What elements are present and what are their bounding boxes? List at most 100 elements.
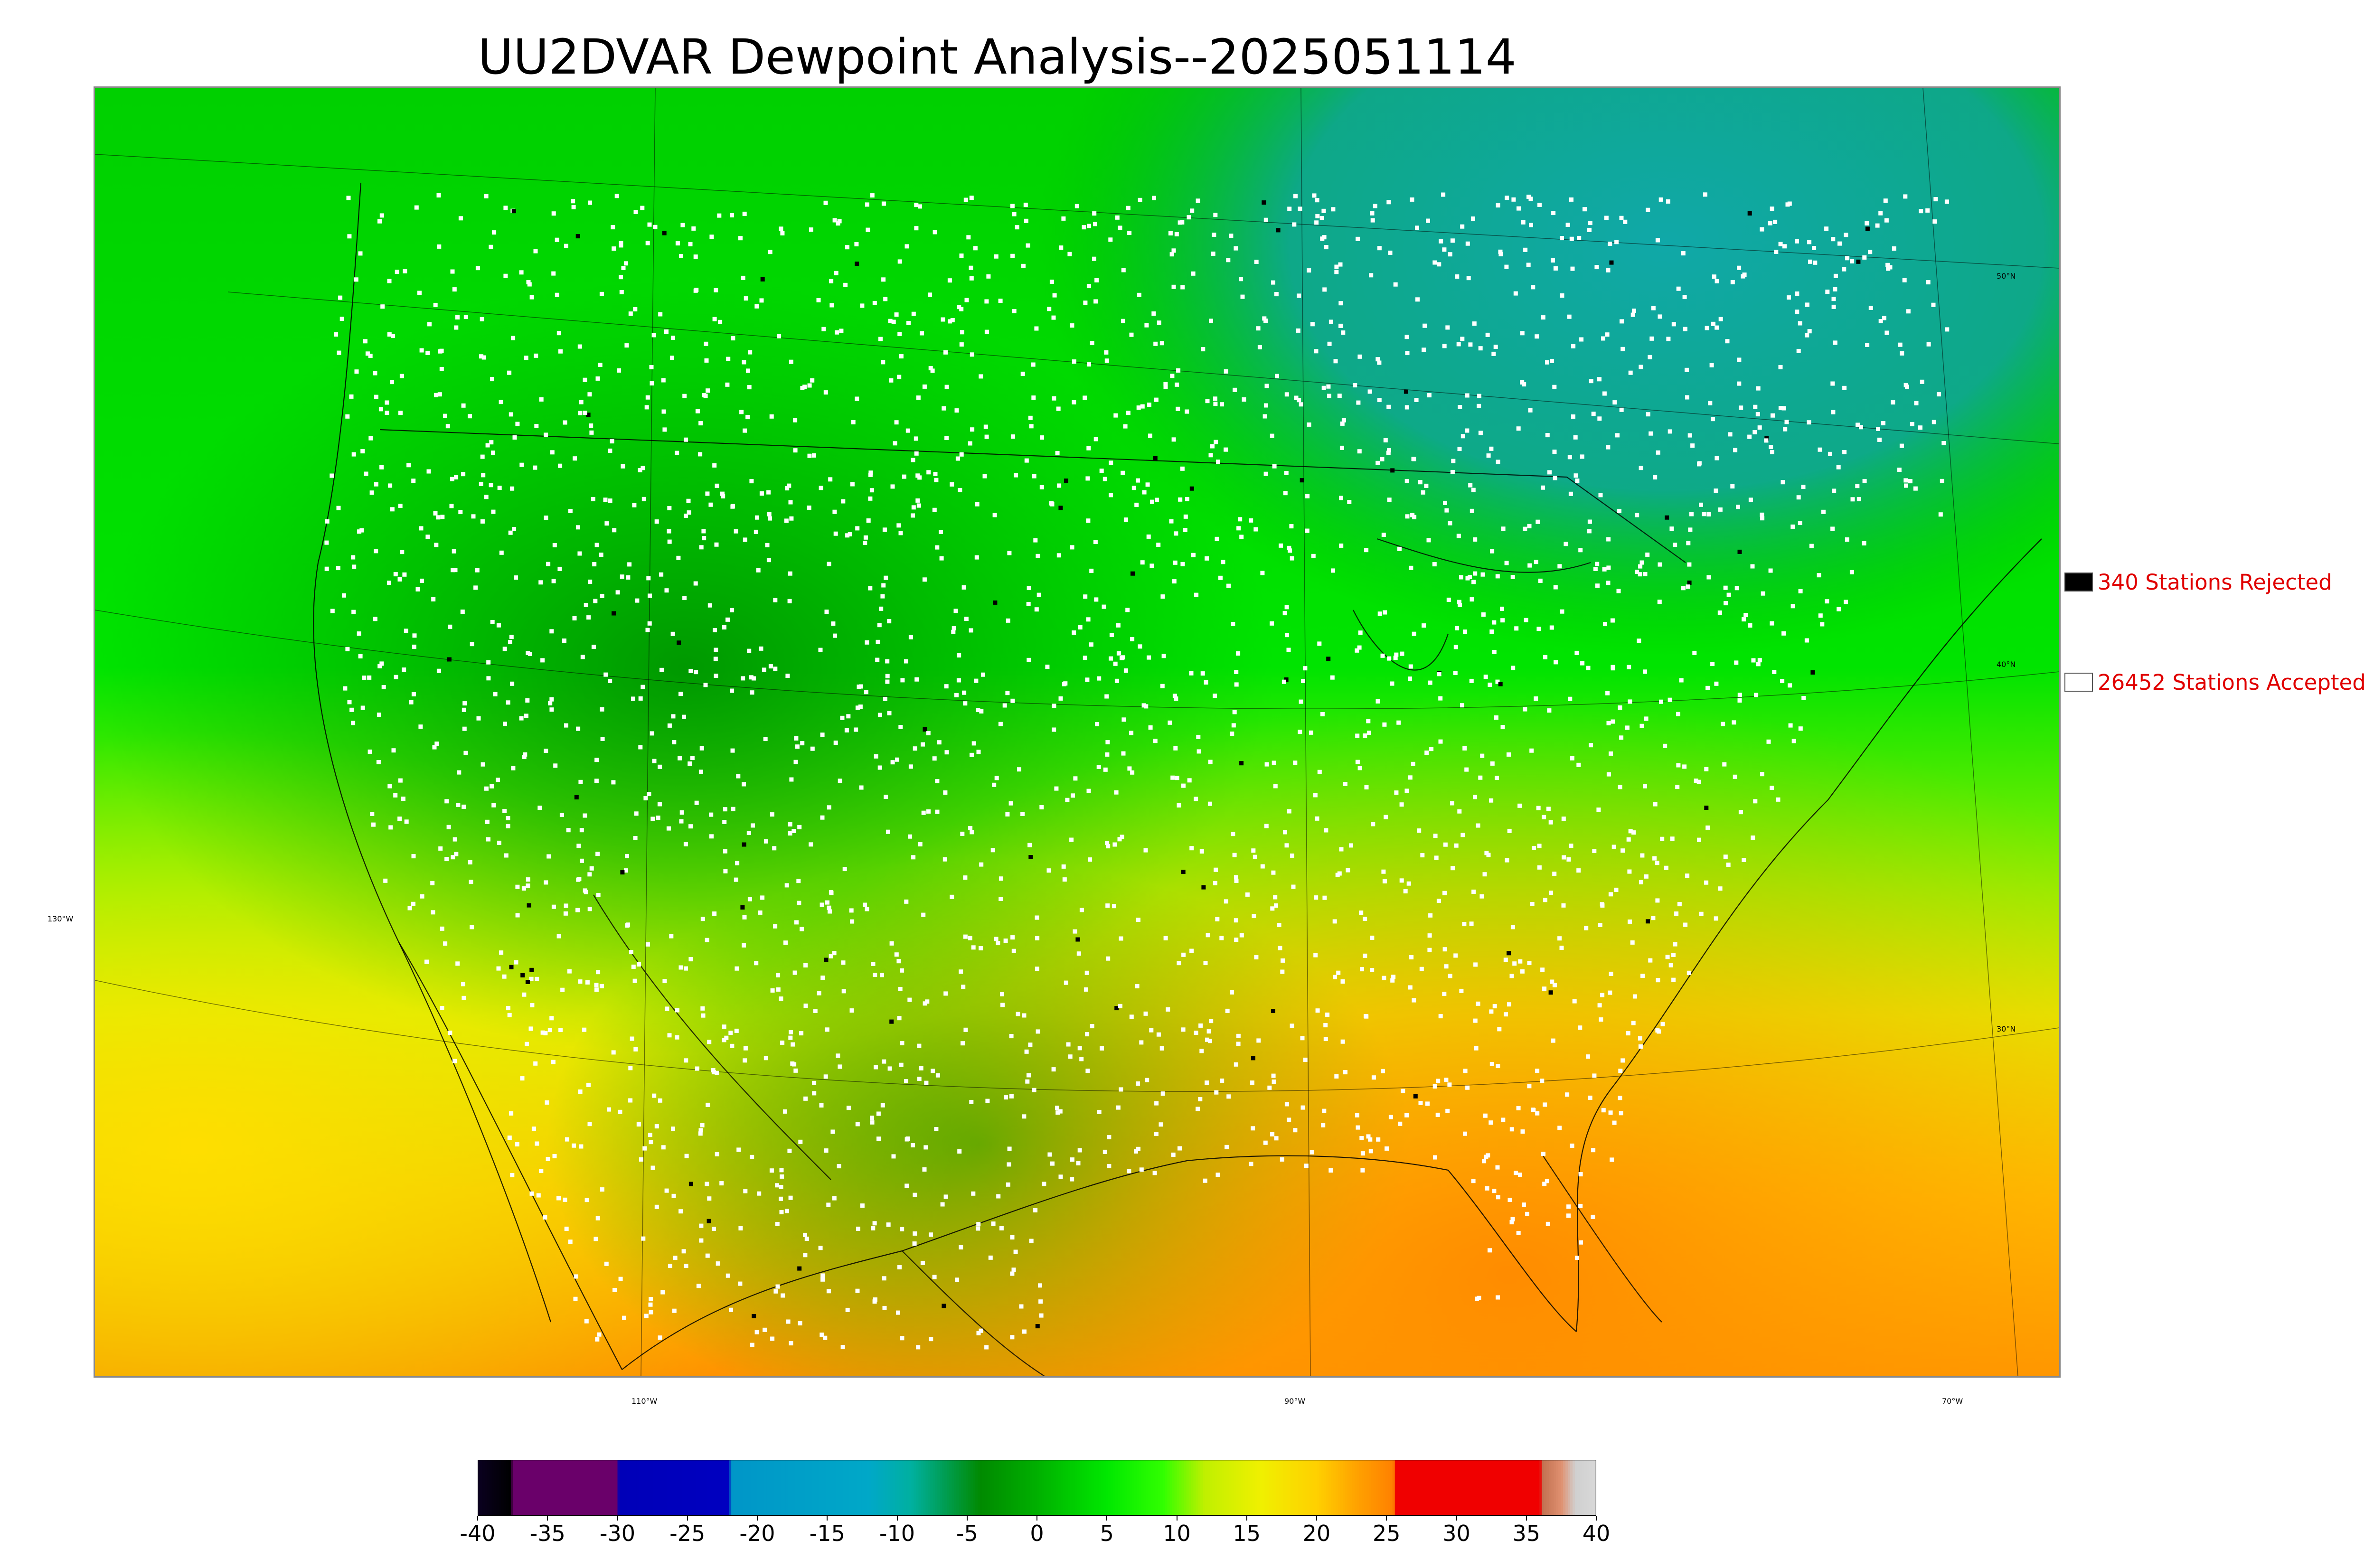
accepted-station-marker	[1421, 490, 1425, 495]
accepted-station-marker	[583, 813, 587, 818]
accepted-station-marker	[857, 685, 861, 689]
accepted-station-marker	[1371, 822, 1375, 826]
accepted-station-marker	[1465, 576, 1470, 581]
accepted-station-marker	[1239, 933, 1244, 938]
colorbar-band	[731, 1460, 734, 1516]
accepted-station-marker	[855, 526, 860, 531]
accepted-station-marker	[969, 196, 974, 200]
accepted-station-marker	[788, 500, 793, 505]
accepted-station-marker	[992, 513, 997, 517]
accepted-station-marker	[1024, 218, 1028, 223]
accepted-station-marker	[1625, 725, 1630, 730]
colorbar-band	[532, 1460, 535, 1516]
accepted-station-marker	[1527, 1084, 1532, 1089]
accepted-station-marker	[1233, 387, 1237, 392]
accepted-station-marker	[1833, 340, 1837, 345]
accepted-station-marker	[1831, 410, 1836, 414]
accepted-station-marker	[1090, 341, 1094, 346]
colorbar-band	[1006, 1460, 1009, 1516]
accepted-station-marker	[1283, 830, 1287, 835]
colorbar-band	[478, 1460, 480, 1516]
accepted-station-marker	[1215, 1173, 1220, 1177]
accepted-station-marker	[1663, 743, 1667, 748]
accepted-station-marker	[1322, 287, 1327, 292]
accepted-station-marker	[812, 1080, 817, 1085]
accepted-station-marker	[511, 766, 516, 770]
accepted-station-marker	[621, 266, 626, 270]
accepted-station-marker	[1832, 488, 1837, 493]
accepted-station-marker	[1715, 325, 1719, 330]
accepted-station-marker	[968, 826, 973, 830]
accepted-station-marker	[1496, 1295, 1500, 1300]
colorbar-band	[992, 1460, 995, 1516]
accepted-station-marker	[621, 464, 625, 469]
accepted-station-marker	[763, 1056, 768, 1061]
colorbar-band	[1291, 1460, 1293, 1516]
accepted-station-marker	[1129, 731, 1134, 735]
accepted-station-marker	[1017, 767, 1021, 772]
accepted-station-marker	[385, 411, 389, 415]
accepted-station-marker	[1619, 735, 1624, 740]
colorbar-band	[1276, 1460, 1279, 1516]
accepted-station-marker	[1370, 218, 1375, 223]
accepted-station-marker	[358, 654, 363, 658]
accepted-station-marker	[1888, 265, 1893, 270]
accepted-station-marker	[377, 219, 382, 224]
accepted-station-marker	[1166, 1007, 1170, 1012]
accepted-station-marker	[807, 505, 811, 510]
accepted-station-marker	[1377, 246, 1382, 251]
accepted-station-marker	[788, 1195, 793, 1200]
colorbar-band	[968, 1460, 971, 1516]
accepted-station-marker	[1234, 1062, 1238, 1067]
accepted-station-marker	[566, 828, 571, 833]
accepted-station-marker	[841, 499, 846, 504]
accepted-station-marker	[751, 823, 755, 828]
accepted-station-marker	[844, 728, 849, 732]
accepted-station-marker	[721, 494, 725, 498]
accepted-station-marker	[455, 315, 460, 319]
accepted-station-marker	[1619, 1111, 1623, 1116]
colorbar-band	[1349, 1460, 1353, 1516]
accepted-station-marker	[1180, 466, 1185, 471]
accepted-station-marker	[914, 451, 919, 456]
accepted-station-marker	[819, 486, 823, 490]
accepted-station-marker	[935, 779, 940, 783]
accepted-station-marker	[1706, 512, 1711, 516]
accepted-station-marker	[1146, 534, 1151, 539]
accepted-station-marker	[743, 428, 747, 433]
accepted-station-marker	[1574, 650, 1579, 655]
accepted-station-marker	[368, 354, 373, 358]
accepted-station-marker	[598, 363, 603, 367]
accepted-station-marker	[1631, 309, 1636, 313]
accepted-station-marker	[1123, 424, 1128, 429]
colorbar-tick-label: 10	[1163, 1521, 1191, 1546]
accepted-station-marker	[1168, 231, 1173, 235]
accepted-station-marker	[823, 200, 828, 205]
colorbar-band	[838, 1460, 841, 1516]
colorbar-band	[925, 1460, 928, 1516]
accepted-station-marker	[1388, 250, 1393, 255]
accepted-station-marker	[705, 491, 710, 496]
accepted-station-marker	[1067, 252, 1072, 256]
accepted-station-marker	[1375, 357, 1380, 362]
accepted-station-marker	[1284, 605, 1289, 610]
accepted-station-marker	[448, 1030, 452, 1035]
colorbar-band	[1011, 1460, 1014, 1516]
colorbar-band	[1565, 1460, 1568, 1516]
colorbar-band	[906, 1460, 910, 1516]
accepted-station-marker	[870, 1116, 875, 1120]
accepted-station-marker	[1025, 1079, 1030, 1084]
accepted-station-marker	[1580, 454, 1584, 459]
accepted-station-marker	[1425, 1101, 1430, 1106]
accepted-station-marker	[1097, 1109, 1102, 1114]
colorbar-band	[854, 1460, 857, 1516]
accepted-station-marker	[585, 980, 590, 985]
colorbar-band	[1406, 1460, 1410, 1516]
colorbar-band	[1283, 1460, 1286, 1516]
accepted-station-marker	[984, 434, 989, 439]
rejected-station-marker	[752, 1314, 756, 1318]
accepted-station-marker	[976, 708, 980, 713]
accepted-station-marker	[1190, 208, 1195, 213]
accepted-station-marker	[462, 995, 466, 1000]
accepted-station-marker	[502, 974, 507, 979]
